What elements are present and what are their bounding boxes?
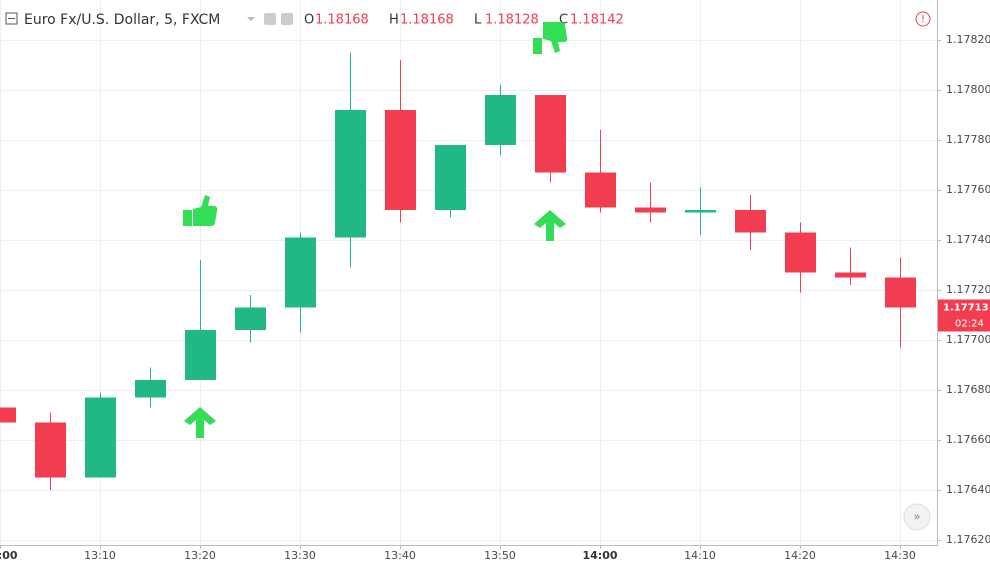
candle-body — [85, 397, 116, 478]
candle-body — [135, 380, 166, 398]
x-tick-label: 14:20 — [784, 549, 816, 562]
arrow-up-icon — [184, 407, 216, 438]
ohlc-key: L — [474, 13, 482, 28]
ohlc-value: 1.18142 — [570, 13, 624, 28]
candles — [0, 52, 916, 490]
y-tick-label: 1.17640 — [946, 483, 990, 496]
candle-body — [35, 422, 66, 478]
candle-body — [385, 110, 416, 210]
last-price-box — [938, 299, 990, 316]
candle-body — [335, 110, 366, 238]
ohlc-header: O 1.18168 H 1.18168 L 1.18128 C 1.18142 — [304, 13, 624, 28]
ohlc-key: O — [304, 13, 314, 28]
candle-body — [785, 232, 816, 273]
candle-body — [0, 407, 16, 423]
ohlc-key: C — [559, 13, 568, 28]
candle-body — [185, 330, 216, 380]
collapse-icon[interactable] — [5, 12, 18, 25]
x-tick-label: 13:20 — [184, 549, 216, 562]
ohlc-value: 1.18168 — [315, 13, 369, 28]
thumb-down-icon — [533, 22, 568, 54]
y-tick-label: 1.17620 — [946, 533, 990, 546]
ohlc-value: 1.18128 — [485, 13, 539, 28]
countdown-box — [938, 315, 990, 332]
candle-body — [585, 172, 616, 208]
y-tick-label: 1.17720 — [946, 283, 990, 296]
candle-body — [735, 210, 766, 233]
candle-body — [835, 272, 866, 278]
y-tick-label: 1.17740 — [946, 233, 990, 246]
x-tick-label: 13:40 — [384, 549, 416, 562]
x-tick-label: 13:10 — [84, 549, 116, 562]
candle-body — [885, 277, 916, 308]
y-tick-label: 1.17780 — [946, 133, 990, 146]
x-tick-label: 14:10 — [684, 549, 716, 562]
chart-title: Euro Fx/U.S. Dollar, 5, FXCM — [24, 12, 220, 28]
settings-icon[interactable] — [264, 13, 276, 25]
candle-body — [285, 237, 316, 308]
alert-icon[interactable] — [915, 11, 931, 27]
y-tick-label: 1.17700 — [946, 333, 990, 346]
y-tick-label: 1.17820 — [946, 33, 990, 46]
x-tick-label: 14:00 — [582, 549, 617, 562]
y-tick-label: 1.17760 — [946, 183, 990, 196]
arrow-up-icon — [534, 210, 566, 241]
thumb-up-icon — [183, 195, 218, 226]
ohlc-value: 1.18168 — [400, 13, 454, 28]
alert-icon-mark: ! — [921, 14, 925, 25]
format-icon[interactable] — [281, 13, 293, 25]
ohlc-key: H — [389, 13, 399, 28]
candle-body — [535, 95, 566, 173]
y-tick-label: 1.17680 — [946, 383, 990, 396]
countdown-label: 02:24 — [955, 319, 984, 330]
x-tick-label: 14:30 — [884, 549, 916, 562]
candle-body — [685, 210, 716, 213]
y-tick-label: 1.17660 — [946, 433, 990, 446]
candle-body — [235, 307, 266, 330]
dropdown-icon[interactable] — [247, 17, 255, 21]
x-tick-label: 13:50 — [484, 549, 516, 562]
scroll-button[interactable] — [903, 503, 931, 531]
candle-body — [485, 95, 516, 145]
last-price-label: 1.17713 — [943, 303, 989, 314]
y-tick-label: 1.17800 — [946, 83, 990, 96]
signal-icons — [183, 22, 568, 438]
x-tick-label: 13:00 — [0, 549, 18, 562]
candle-body — [635, 207, 666, 213]
candle-body — [435, 145, 466, 210]
scroll-button-icon: » — [913, 510, 920, 524]
x-tick-label: 13:30 — [284, 549, 316, 562]
